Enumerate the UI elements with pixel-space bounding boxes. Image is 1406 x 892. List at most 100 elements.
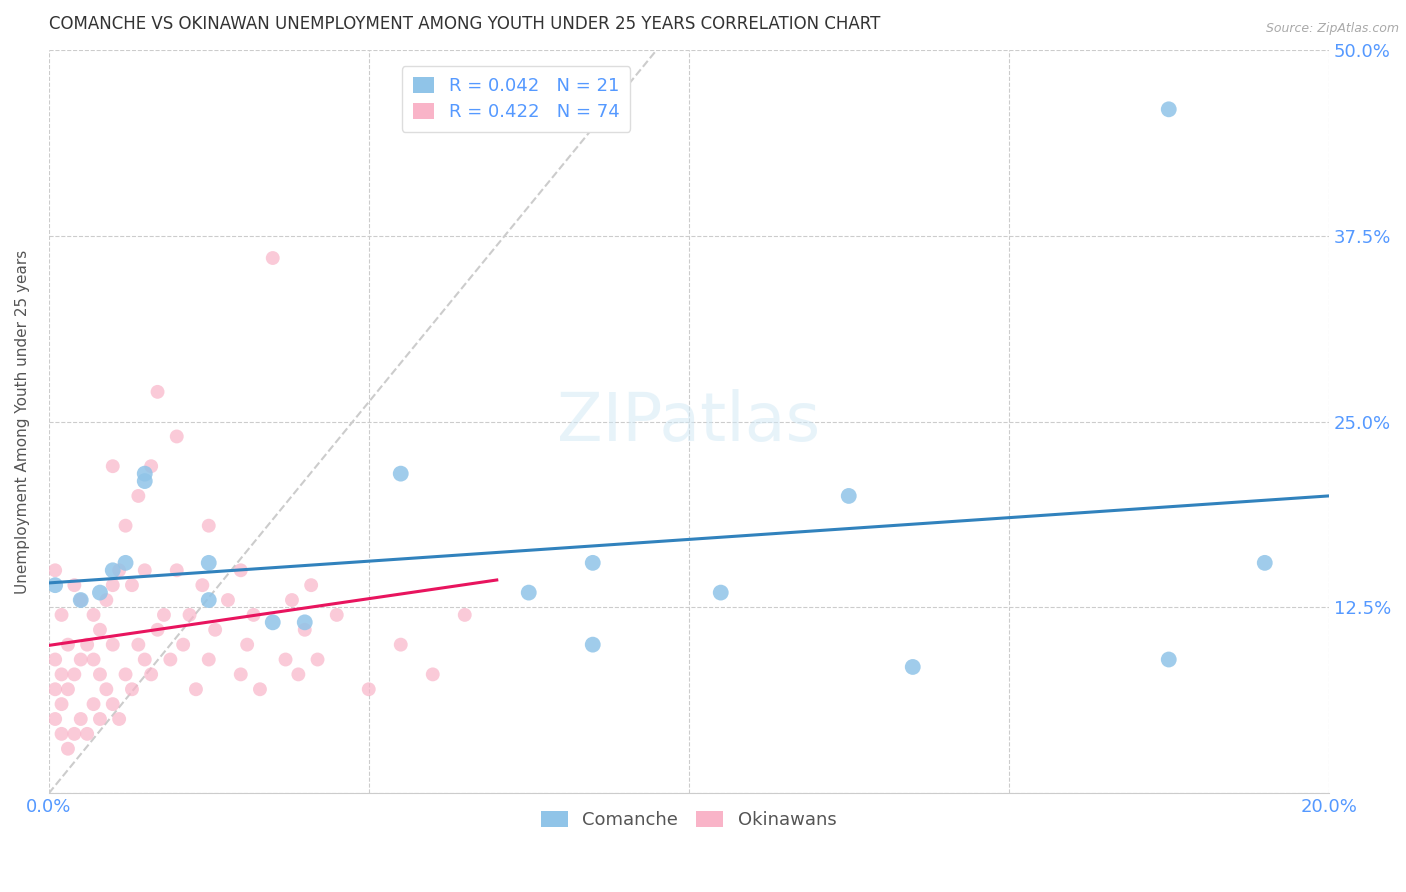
- Point: [89, 667, 111, 681]
- Point: [229, 667, 252, 681]
- Point: [146, 384, 169, 399]
- Point: [83, 697, 105, 711]
- Point: [121, 682, 143, 697]
- Point: [44, 578, 66, 592]
- Point: [326, 607, 349, 622]
- Text: COMANCHE VS OKINAWAN UNEMPLOYMENT AMONG YOUTH UNDER 25 YEARS CORRELATION CHART: COMANCHE VS OKINAWAN UNEMPLOYMENT AMONG …: [49, 15, 880, 33]
- Point: [1254, 556, 1277, 570]
- Point: [134, 652, 156, 666]
- Point: [89, 585, 111, 599]
- Point: [44, 682, 66, 697]
- Point: [294, 615, 316, 630]
- Point: [454, 607, 477, 622]
- Point: [236, 638, 259, 652]
- Point: [83, 652, 105, 666]
- Point: [44, 712, 66, 726]
- Point: [114, 518, 136, 533]
- Point: [69, 712, 91, 726]
- Point: [229, 563, 252, 577]
- Point: [51, 667, 73, 681]
- Point: [134, 563, 156, 577]
- Point: [44, 563, 66, 577]
- Point: [1157, 652, 1180, 666]
- Point: [101, 697, 124, 711]
- Point: [217, 593, 239, 607]
- Point: [197, 593, 219, 607]
- Point: [101, 459, 124, 474]
- Point: [262, 251, 284, 265]
- Point: [281, 593, 304, 607]
- Point: [89, 712, 111, 726]
- Point: [166, 429, 188, 443]
- Point: [166, 563, 188, 577]
- Point: [127, 489, 149, 503]
- Point: [197, 518, 219, 533]
- Point: [710, 585, 733, 599]
- Text: ZIPatlas: ZIPatlas: [557, 389, 820, 455]
- Point: [134, 467, 156, 481]
- Point: [262, 615, 284, 630]
- Point: [184, 682, 207, 697]
- Point: [51, 697, 73, 711]
- Point: [582, 556, 605, 570]
- Point: [294, 623, 316, 637]
- Point: [96, 593, 118, 607]
- Point: [127, 638, 149, 652]
- Point: [108, 712, 131, 726]
- Point: [287, 667, 309, 681]
- Point: [63, 578, 86, 592]
- Point: [141, 667, 163, 681]
- Point: [838, 489, 860, 503]
- Point: [197, 652, 219, 666]
- Point: [389, 638, 412, 652]
- Point: [307, 652, 329, 666]
- Text: Source: ZipAtlas.com: Source: ZipAtlas.com: [1265, 22, 1399, 36]
- Point: [44, 652, 66, 666]
- Point: [134, 474, 156, 488]
- Point: [76, 638, 98, 652]
- Point: [76, 727, 98, 741]
- Point: [69, 593, 91, 607]
- Point: [56, 741, 79, 756]
- Point: [63, 667, 86, 681]
- Point: [274, 652, 297, 666]
- Point: [108, 563, 131, 577]
- Point: [197, 556, 219, 570]
- Point: [56, 682, 79, 697]
- Point: [204, 623, 226, 637]
- Point: [121, 578, 143, 592]
- Point: [422, 667, 444, 681]
- Point: [299, 578, 322, 592]
- Point: [114, 667, 136, 681]
- Point: [517, 585, 540, 599]
- Point: [56, 638, 79, 652]
- Point: [83, 607, 105, 622]
- Point: [69, 593, 91, 607]
- Point: [101, 638, 124, 652]
- Point: [146, 623, 169, 637]
- Point: [179, 607, 201, 622]
- Point: [89, 623, 111, 637]
- Legend: Comanche, Okinawans: Comanche, Okinawans: [534, 804, 844, 837]
- Point: [114, 556, 136, 570]
- Point: [51, 727, 73, 741]
- Point: [96, 682, 118, 697]
- Point: [389, 467, 412, 481]
- Point: [63, 727, 86, 741]
- Point: [101, 578, 124, 592]
- Point: [172, 638, 194, 652]
- Point: [191, 578, 214, 592]
- Point: [582, 638, 605, 652]
- Point: [357, 682, 380, 697]
- Point: [159, 652, 181, 666]
- Point: [153, 607, 176, 622]
- Point: [1157, 103, 1180, 117]
- Point: [242, 607, 264, 622]
- Point: [69, 652, 91, 666]
- Point: [901, 660, 924, 674]
- Point: [101, 563, 124, 577]
- Point: [249, 682, 271, 697]
- Y-axis label: Unemployment Among Youth under 25 years: Unemployment Among Youth under 25 years: [15, 250, 30, 594]
- Point: [141, 459, 163, 474]
- Point: [51, 607, 73, 622]
